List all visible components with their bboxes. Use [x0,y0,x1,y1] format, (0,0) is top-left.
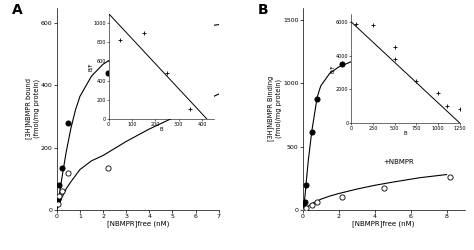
Point [300,207,308,211]
Point [58,166,65,170]
Text: A: A [11,4,22,18]
Point [308,130,316,134]
Point [338,62,346,66]
Point [380,31,387,35]
Point [302,206,310,210]
Point [302,183,310,187]
Point [58,189,65,193]
Text: +NBMPR: +NBMPR [383,159,414,165]
Point [203,18,211,22]
Text: B: B [257,4,268,18]
X-axis label: [NBMPR]free (nM): [NBMPR]free (nM) [107,220,169,227]
Point [54,197,62,201]
Y-axis label: [3H]NBMPR bound
(fmol/mg protein): [3H]NBMPR bound (fmol/mg protein) [25,78,39,139]
Point [55,194,63,198]
Text: -NBMPR: -NBMPR [383,26,411,32]
Point [338,195,346,199]
Point [104,71,111,75]
Point [203,91,211,95]
Point [64,170,72,174]
Y-axis label: [3H]NBMPR Binding
(fmol/mg protein): [3H]NBMPR Binding (fmol/mg protein) [267,76,282,142]
Point [54,202,62,206]
Point [447,50,454,54]
Point [447,175,454,179]
Text: -NBMPR: -NBMPR [126,23,154,29]
X-axis label: [NBMPR]free (nM): [NBMPR]free (nM) [353,220,415,227]
Point [308,203,316,207]
Point [64,121,72,125]
Point [301,200,309,204]
Point [55,183,63,187]
Point [301,207,309,211]
Point [104,166,111,170]
Point [313,96,321,100]
Point [380,186,387,190]
Point [300,206,308,210]
Point [313,200,321,204]
Text: +NBMPR: +NBMPR [126,107,157,113]
